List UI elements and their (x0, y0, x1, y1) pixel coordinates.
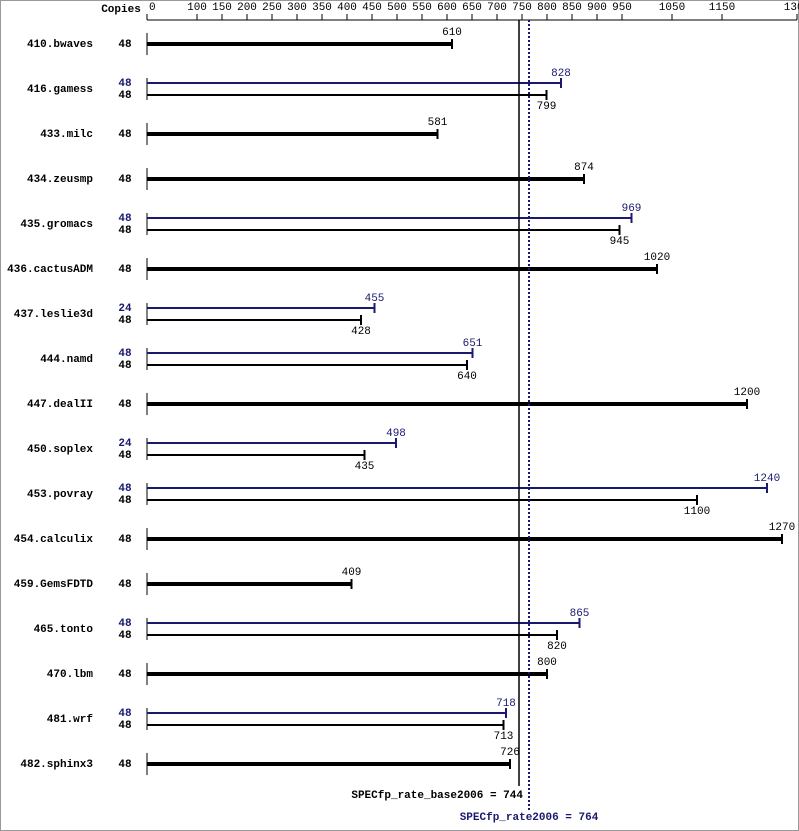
x-tick-label: 300 (287, 2, 307, 14)
copies-label: 24 (118, 303, 132, 315)
x-tick-label: 150 (212, 2, 232, 14)
benchmark-label: 482.sphinx3 (20, 759, 93, 771)
benchmark-label: 450.soplex (27, 444, 93, 456)
value-label: 800 (537, 657, 557, 669)
value-label: 874 (574, 162, 594, 174)
value-label: 1020 (644, 252, 670, 264)
value-label: 610 (442, 27, 462, 39)
benchmark-label: 437.leslie3d (14, 309, 93, 321)
value-label: 726 (500, 747, 520, 759)
copies-label: 48 (118, 225, 132, 237)
x-tick-label: 400 (337, 2, 357, 14)
benchmark-label: 470.lbm (47, 669, 94, 681)
benchmark-label: 435.gromacs (20, 219, 93, 231)
copies-label: 48 (118, 534, 132, 546)
value-label: 651 (463, 338, 483, 350)
x-tick-label: 750 (512, 2, 532, 14)
value-label: 713 (494, 731, 514, 743)
x-tick-label: 800 (537, 2, 557, 14)
benchmark-label: 410.bwaves (27, 39, 93, 51)
x-tick-label: 700 (487, 2, 507, 14)
value-label: 1240 (754, 473, 780, 485)
copies-label: 48 (118, 630, 132, 642)
copies-label: 48 (118, 579, 132, 591)
copies-label: 48 (118, 759, 132, 771)
copies-label: 48 (118, 708, 132, 720)
value-label: 1200 (734, 387, 760, 399)
x-tick-label: 200 (237, 2, 257, 14)
benchmark-label: 447.dealII (27, 399, 93, 411)
value-label: 820 (547, 641, 567, 653)
copies-label: 48 (118, 360, 132, 372)
reference-label: SPECfp_rate2006 = 764 (460, 812, 599, 824)
benchmark-label: 459.GemsFDTD (14, 579, 94, 591)
x-tick-label: 1300 (784, 2, 799, 14)
value-label: 581 (428, 117, 448, 129)
benchmark-label: 436.cactusADM (7, 264, 93, 276)
value-label: 455 (365, 293, 385, 305)
copies-label: 48 (118, 315, 132, 327)
benchmark-label: 433.milc (40, 129, 93, 141)
x-tick-label: 1150 (709, 2, 735, 14)
copies-label: 24 (118, 438, 132, 450)
value-label: 498 (386, 428, 406, 440)
copies-label: 48 (118, 720, 132, 732)
copies-label: 48 (118, 264, 132, 276)
x-tick-label: 650 (462, 2, 482, 14)
value-label: 428 (351, 326, 371, 338)
benchmark-label: 444.namd (40, 354, 93, 366)
value-label: 799 (537, 101, 557, 113)
x-tick-label: 550 (412, 2, 432, 14)
copies-label: 48 (118, 669, 132, 681)
copies-label: 48 (118, 483, 132, 495)
value-label: 865 (570, 608, 590, 620)
benchmark-label: 453.povray (27, 489, 93, 501)
benchmark-label: 481.wrf (47, 714, 94, 726)
copies-label: 48 (118, 618, 132, 630)
x-tick-label: 850 (562, 2, 582, 14)
value-label: 718 (496, 698, 516, 710)
x-tick-label: 600 (437, 2, 457, 14)
x-tick-label: 900 (587, 2, 607, 14)
copies-label: 48 (118, 348, 132, 360)
value-label: 945 (610, 236, 630, 248)
x-tick-label: 450 (362, 2, 382, 14)
copies-label: 48 (118, 399, 132, 411)
copies-label: 48 (118, 450, 132, 462)
copies-label: 48 (118, 39, 132, 51)
value-label: 969 (622, 203, 642, 215)
copies-label: 48 (118, 213, 132, 225)
copies-label: 48 (118, 90, 132, 102)
value-label: 435 (355, 461, 375, 473)
benchmark-label: 465.tonto (34, 624, 94, 636)
value-label: 828 (551, 68, 571, 80)
x-tick-label: 250 (262, 2, 282, 14)
benchmark-label: 416.gamess (27, 84, 93, 96)
x-tick-label: 100 (187, 2, 207, 14)
copies-label: 48 (118, 78, 132, 90)
copies-label: 48 (118, 129, 132, 141)
benchmark-label: 434.zeusmp (27, 174, 93, 186)
value-label: 640 (457, 371, 477, 383)
x-tick-label: 1050 (659, 2, 685, 14)
x-tick-label: 950 (612, 2, 632, 14)
value-label: 409 (342, 567, 362, 579)
x-tick-label: 0 (149, 2, 156, 14)
benchmark-label: 454.calculix (14, 534, 94, 546)
value-label: 1100 (684, 506, 710, 518)
value-label: 1270 (769, 522, 795, 534)
copies-label: 48 (118, 174, 132, 186)
reference-label: SPECfp_rate_base2006 = 744 (351, 790, 523, 802)
x-tick-label: 500 (387, 2, 407, 14)
copies-label: 48 (118, 495, 132, 507)
x-tick-label: 350 (312, 2, 332, 14)
copies-header: Copies (101, 4, 141, 16)
